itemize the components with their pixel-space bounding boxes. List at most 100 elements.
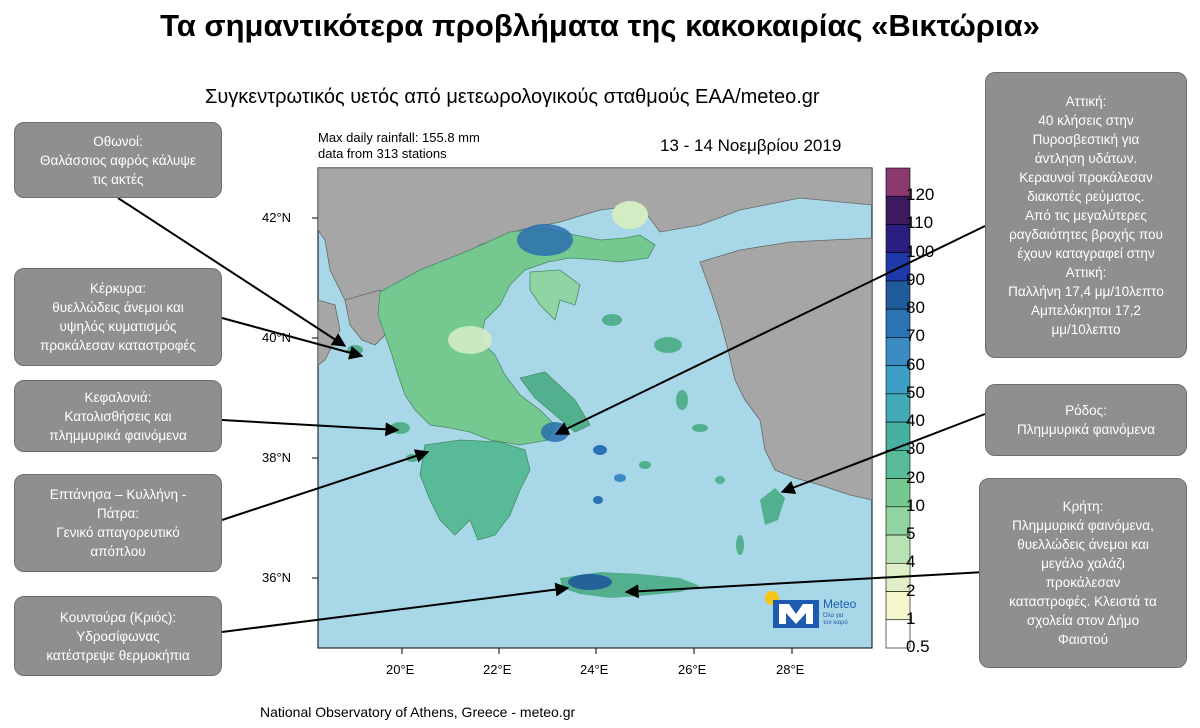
callout-kefalonia: Κεφαλονιά: Κατολισθήσεις και πλημμυρικά φα… — [14, 380, 222, 452]
colorbar-level-label: 100 — [906, 241, 935, 261]
callout-line: πλημμυρικά φαινόμενα — [49, 427, 187, 443]
colorbar-level-label: 50 — [906, 382, 925, 402]
callout-line: μμ/10λεπτο — [1051, 321, 1121, 337]
max-rainfall-text: Max daily rainfall: 155.8 mm — [318, 130, 480, 145]
colorbar-swatch — [885, 421, 911, 451]
colorbar-level-label: 5 — [906, 524, 916, 544]
chios-island — [676, 390, 688, 410]
cyclades-3 — [639, 461, 651, 469]
arrow-kountoura — [221, 582, 570, 633]
callout-line: Κουντούρα (Κριός): — [59, 609, 177, 625]
colorbar-swatch — [885, 252, 911, 282]
colorbar-level-label: 30 — [906, 439, 925, 459]
lesvos-island — [654, 337, 682, 353]
callout-line: διακοπές ρεύματος. — [1027, 188, 1145, 204]
colorbar-level-label: 70 — [906, 326, 925, 346]
peloponnese — [419, 439, 531, 541]
callout-line: άντληση υδάτων. — [1034, 150, 1138, 166]
arrow-eptanisa — [221, 449, 430, 521]
arrow-kefalonia — [221, 419, 400, 437]
colorbar-level-label: 1 — [906, 608, 916, 628]
callout-rodos: Ρόδος: Πλημμυρικά φαινόμενα — [985, 384, 1187, 456]
arrow-kerkyra — [221, 317, 364, 360]
callout-line: προκάλεσαν καταστροφές — [40, 338, 196, 353]
colorbar-level-label: 4 — [906, 552, 916, 572]
callout-kountoura: Κουντούρα (Κριός): Υδροσίφωνας κατέστρεψε … — [14, 596, 222, 676]
callout-line: Κρήτη: — [1062, 499, 1104, 514]
callout-kriti: Κρήτη: Πλημμυρικά φαινόμενα, θυελλώδεις άν… — [979, 478, 1187, 668]
lon-label-26: 26°E — [678, 662, 707, 677]
colorbar-swatch — [885, 619, 911, 649]
turkey-land — [699, 237, 872, 501]
colorbar-swatch — [885, 167, 911, 197]
callout-line: Αττική: — [1065, 93, 1107, 109]
colorbar-swatch — [885, 393, 911, 423]
callout-line: Κεφαλονιά: — [84, 389, 152, 405]
colorbar-swatch — [885, 450, 911, 479]
colorbar-swatch — [885, 280, 911, 310]
colorbar-swatch — [885, 337, 911, 366]
lon-label-28: 28°E — [776, 662, 805, 677]
lat-label-40: 40°N — [262, 330, 292, 345]
dodecanese-1 — [715, 476, 725, 484]
light-rain-thrace — [612, 201, 648, 229]
limnos-island — [602, 314, 622, 326]
colorbar-level-label: 10 — [906, 495, 925, 515]
callout-line: έχουν καταγραφεί στην — [1017, 245, 1155, 261]
map-subtitle: Συγκεντρωτικός υετός από μετεωρολογικούς… — [205, 86, 820, 108]
arrow-rodos — [780, 413, 986, 495]
callout-line: σχολεία στον Δήμο — [1026, 613, 1140, 628]
callout-line: θυελλώδεις άνεμοι και — [52, 300, 184, 315]
cyclades-4 — [593, 496, 603, 504]
evia — [519, 371, 591, 433]
callout-line: ραγδαιότητες βροχής που — [1009, 226, 1163, 242]
logo-tagline: Όλα για τον καιρό — [823, 613, 848, 626]
kefalonia-island — [390, 422, 410, 434]
callout-line: μεγάλο χαλάζι — [1041, 556, 1125, 571]
callout-line: Αμπελόκηποι 17,2 — [1030, 302, 1142, 318]
colorbar-level-label: 90 — [906, 269, 925, 289]
callout-line: Αττική: — [1065, 264, 1107, 280]
colorbar-level-label: 120 — [906, 185, 935, 205]
cyclades-2 — [614, 474, 626, 482]
colorbar — [885, 167, 911, 649]
lat-label-36: 36°N — [262, 570, 292, 585]
meteo-logo — [765, 591, 819, 628]
stations-count-text: data from 313 stations — [318, 146, 447, 161]
rodos-island — [760, 488, 785, 525]
lat-label-38: 38°N — [262, 450, 292, 465]
callout-line: Κέρκυρα: — [89, 281, 147, 296]
page-title: Τα σημαντικότερα προβλήματα της κακοκαιρ… — [160, 8, 1040, 43]
karpathos-island — [736, 535, 744, 555]
colorbar-level-label: 20 — [906, 467, 925, 487]
colorbar-level-label: 60 — [906, 354, 925, 374]
arrow-kriti — [624, 571, 986, 599]
heavy-rain-attica — [541, 422, 569, 442]
colorbar-level-label: 0.5 — [906, 637, 930, 656]
callout-line: προκάλεσαν — [1045, 575, 1121, 590]
lat-label-42: 42°N — [262, 210, 292, 225]
colorbar-swatch — [885, 308, 911, 338]
light-rain-central — [448, 326, 492, 354]
logo-name: Meteo — [823, 597, 857, 611]
callout-line: Επτάνησα – Κυλλήνη - — [49, 487, 187, 502]
callout-line: Πλημμυρικά φαινόμενα, — [1012, 518, 1154, 533]
footer-credit: National Observatory of Athens, Greece -… — [260, 704, 576, 720]
callout-line: απόπλου — [90, 544, 146, 559]
callout-line: Γενικό απαγορευτικό — [56, 525, 180, 540]
heavy-rain-thrace — [517, 224, 573, 256]
callout-line: υψηλός κυματισμός — [59, 319, 177, 334]
callout-line: Παλλήνη 17,4 μμ/10λεπτο — [1008, 283, 1164, 299]
callout-kerkyra: Κέρκυρα: θυελλώδεις άνεμοι και υψηλός κυμα… — [14, 268, 222, 366]
callout-line: Πυροσβεστική για — [1032, 131, 1140, 147]
colorbar-swatch — [885, 506, 911, 536]
callout-line: Φαιστού — [1058, 632, 1108, 647]
cyclades-1 — [593, 445, 607, 455]
date-label: 13 - 14 Νοεμβρίου 2019 — [660, 136, 842, 155]
callout-line: Πλημμυρικά φαινόμενα — [1017, 422, 1155, 437]
colorbar-swatch — [885, 534, 911, 564]
axis-ticks — [312, 217, 793, 654]
chalkidiki — [529, 269, 581, 321]
callout-line: τις ακτές — [92, 171, 144, 187]
colorbar-level-label: 80 — [906, 298, 925, 318]
